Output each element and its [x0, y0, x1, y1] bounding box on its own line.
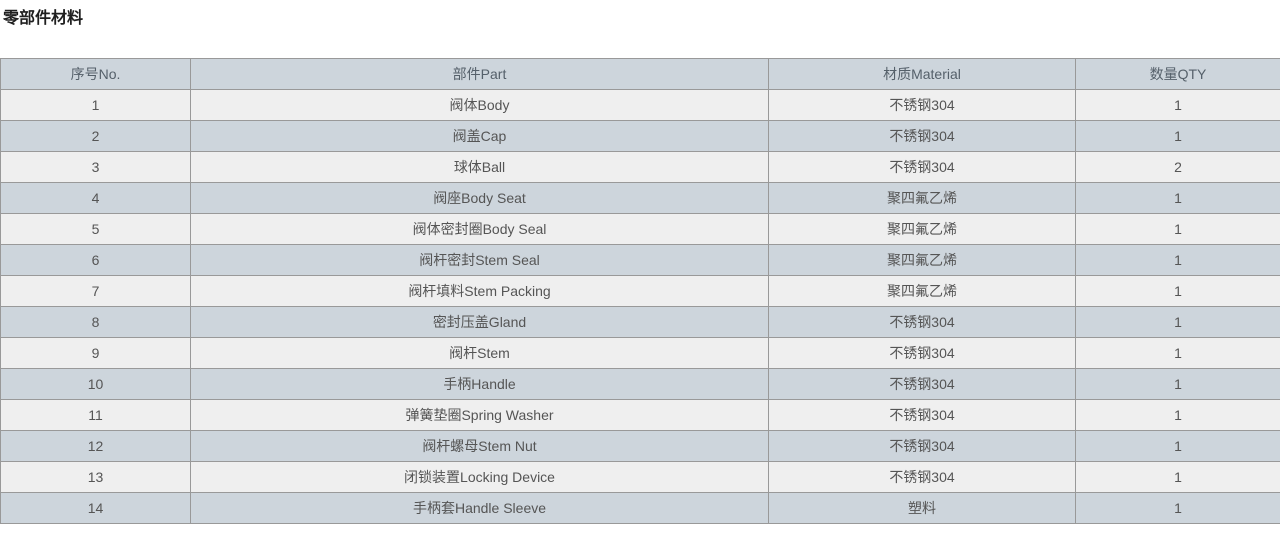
table-cell-material: 不锈钢304	[769, 90, 1076, 121]
table-cell-qty: 1	[1076, 121, 1280, 152]
table-cell-no: 7	[1, 276, 191, 307]
table-cell-no: 10	[1, 369, 191, 400]
table-cell-no: 1	[1, 90, 191, 121]
table-cell-part: 球体Ball	[191, 152, 769, 183]
table-cell-qty: 1	[1076, 183, 1280, 214]
table-cell-no: 6	[1, 245, 191, 276]
table-cell-part: 阀座Body Seat	[191, 183, 769, 214]
table-cell-material: 不锈钢304	[769, 307, 1076, 338]
table-cell-no: 2	[1, 121, 191, 152]
table-cell-material: 聚四氟乙烯	[769, 214, 1076, 245]
table-cell-qty: 2	[1076, 152, 1280, 183]
table-cell-no: 11	[1, 400, 191, 431]
column-header-part: 部件Part	[191, 59, 769, 90]
table-cell-part: 阀杆密封Stem Seal	[191, 245, 769, 276]
table-cell-no: 13	[1, 462, 191, 493]
table-cell-qty: 1	[1076, 245, 1280, 276]
table-cell-qty: 1	[1076, 276, 1280, 307]
table-cell-no: 12	[1, 431, 191, 462]
table-cell-qty: 1	[1076, 431, 1280, 462]
table-cell-no: 4	[1, 183, 191, 214]
table-cell-part: 弹簧垫圈Spring Washer	[191, 400, 769, 431]
table-cell-qty: 1	[1076, 214, 1280, 245]
table-cell-material: 聚四氟乙烯	[769, 276, 1076, 307]
table-cell-qty: 1	[1076, 307, 1280, 338]
page-title: 零部件材料	[3, 9, 1280, 28]
table-cell-no: 14	[1, 493, 191, 524]
table-cell-part: 阀体密封圈Body Seal	[191, 214, 769, 245]
column-header-material: 材质Material	[769, 59, 1076, 90]
table-cell-material: 不锈钢304	[769, 431, 1076, 462]
table-cell-material: 不锈钢304	[769, 462, 1076, 493]
table-cell-part: 阀体Body	[191, 90, 769, 121]
table-cell-part: 闭锁装置Locking Device	[191, 462, 769, 493]
table-cell-no: 3	[1, 152, 191, 183]
table-cell-qty: 1	[1076, 400, 1280, 431]
table-cell-part: 阀杆填料Stem Packing	[191, 276, 769, 307]
table-cell-part: 阀杆Stem	[191, 338, 769, 369]
table-cell-qty: 1	[1076, 369, 1280, 400]
table-cell-no: 9	[1, 338, 191, 369]
table-cell-part: 手柄套Handle Sleeve	[191, 493, 769, 524]
table-cell-material: 不锈钢304	[769, 121, 1076, 152]
column-header-qty: 数量QTY	[1076, 59, 1280, 90]
table-cell-material: 不锈钢304	[769, 369, 1076, 400]
table-cell-part: 阀盖Cap	[191, 121, 769, 152]
table-cell-no: 5	[1, 214, 191, 245]
column-header-no: 序号No.	[1, 59, 191, 90]
table-cell-qty: 1	[1076, 462, 1280, 493]
table-cell-part: 手柄Handle	[191, 369, 769, 400]
table-cell-material: 聚四氟乙烯	[769, 245, 1076, 276]
table-cell-no: 8	[1, 307, 191, 338]
table-cell-material: 不锈钢304	[769, 400, 1076, 431]
table-cell-material: 不锈钢304	[769, 338, 1076, 369]
table-cell-part: 阀杆螺母Stem Nut	[191, 431, 769, 462]
table-cell-material: 不锈钢304	[769, 152, 1076, 183]
table-cell-qty: 1	[1076, 90, 1280, 121]
table-cell-part: 密封压盖Gland	[191, 307, 769, 338]
table-cell-qty: 1	[1076, 338, 1280, 369]
table-cell-material: 塑料	[769, 493, 1076, 524]
table-cell-material: 聚四氟乙烯	[769, 183, 1076, 214]
table-cell-qty: 1	[1076, 493, 1280, 524]
